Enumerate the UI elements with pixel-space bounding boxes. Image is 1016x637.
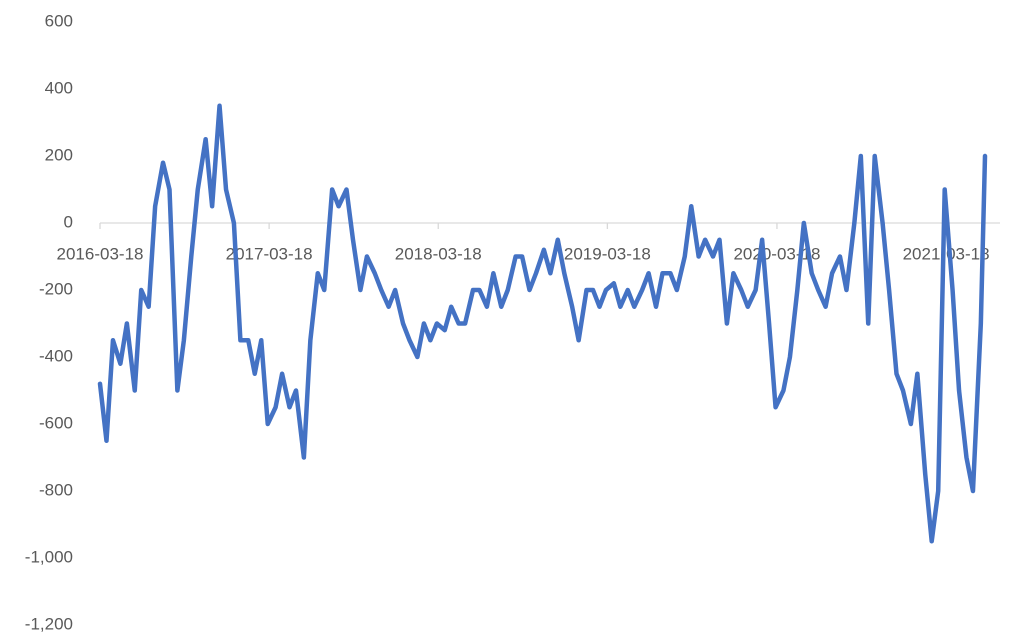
y-tick-label: -800 [39,480,73,499]
y-tick-label: 200 [45,145,73,164]
y-tick-label: 0 [64,212,73,231]
x-tick-label: 2018-03-18 [395,244,482,263]
y-tick-label: 600 [45,11,73,30]
x-tick-label: 2016-03-18 [57,244,144,263]
y-tick-label: -1,200 [25,614,73,633]
x-tick-label: 2021-03-18 [903,244,990,263]
y-tick-label: -600 [39,413,73,432]
x-tick-label: 2017-03-18 [226,244,313,263]
y-tick-label: -1,000 [25,547,73,566]
y-tick-label: 400 [45,78,73,97]
y-tick-label: -200 [39,279,73,298]
y-tick-label: -400 [39,346,73,365]
x-tick-label: 2019-03-18 [564,244,651,263]
data-line [97,103,988,544]
